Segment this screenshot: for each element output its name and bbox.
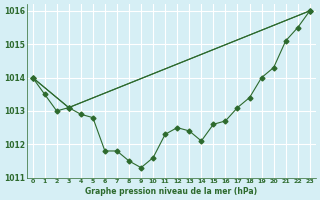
X-axis label: Graphe pression niveau de la mer (hPa): Graphe pression niveau de la mer (hPa) — [85, 187, 257, 196]
